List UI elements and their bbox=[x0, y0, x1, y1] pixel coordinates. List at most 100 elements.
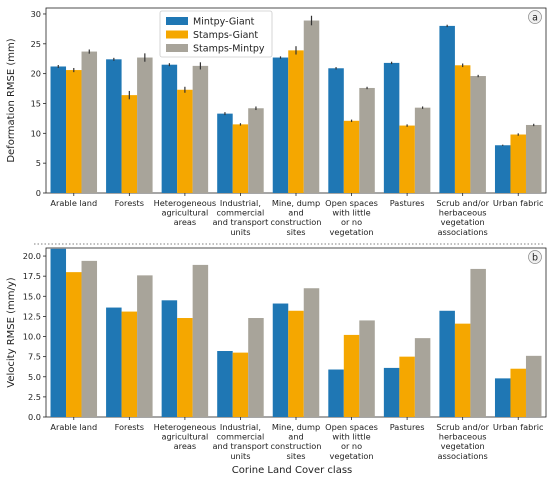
bar bbox=[66, 70, 82, 193]
bar bbox=[232, 352, 249, 417]
category-label-line: Arable land bbox=[50, 422, 97, 432]
category-label-line: associations bbox=[438, 227, 488, 237]
bar bbox=[328, 369, 344, 417]
bar bbox=[137, 57, 153, 193]
y-tick-label: 10.0 bbox=[23, 332, 41, 342]
category-label-line: and bbox=[288, 432, 303, 442]
bar bbox=[232, 124, 249, 193]
category-label-line: agricultural bbox=[161, 432, 208, 442]
y-tick-label: 5 bbox=[36, 158, 41, 168]
category-label: Mine, dump and construction sites bbox=[271, 422, 322, 461]
category-label-line: Mine, dump bbox=[272, 198, 320, 208]
legend: Mintpy-Giant Stamps-Giant Stamps-Mintpy bbox=[159, 10, 273, 58]
bar bbox=[272, 57, 289, 193]
panel-label: b bbox=[532, 252, 538, 263]
category-label-line: Arable land bbox=[50, 198, 97, 208]
legend-swatch bbox=[166, 30, 188, 39]
y-tick-label: 15 bbox=[31, 98, 41, 108]
bar bbox=[470, 268, 486, 417]
category-label-line: construction bbox=[271, 441, 322, 451]
y-tick-label: 30 bbox=[31, 9, 41, 19]
category-label-line: or no bbox=[341, 441, 362, 451]
category-label: Scrub and/or herbaceous vegetation associat… bbox=[436, 198, 489, 237]
category-label-line: units bbox=[230, 451, 250, 461]
category-label-line: Heterogeneous bbox=[154, 198, 217, 208]
bar bbox=[177, 318, 193, 417]
panel-label: a bbox=[532, 12, 538, 23]
bar bbox=[328, 68, 344, 193]
bar bbox=[66, 272, 82, 417]
category-label: Pastures bbox=[390, 198, 425, 208]
category-label: Mine, dump and construction sites bbox=[271, 198, 322, 237]
category-label-line: sites bbox=[286, 227, 305, 237]
category-label-line: and bbox=[288, 208, 303, 218]
y-tick-label: 15.0 bbox=[23, 291, 41, 301]
category-label: Industrial, commercial and transport units bbox=[213, 198, 270, 237]
category-label-line: Open spaces bbox=[325, 198, 378, 208]
bar bbox=[177, 89, 193, 193]
bar bbox=[454, 323, 471, 417]
category-label-line: Scrub and/or bbox=[436, 422, 489, 432]
category-label-line: Pastures bbox=[390, 198, 425, 208]
category-label-line: commercial bbox=[217, 208, 265, 218]
category-label: Open spaces with little or no vegetation bbox=[325, 422, 378, 461]
category-label-line: Forests bbox=[115, 422, 144, 432]
bar bbox=[399, 125, 415, 193]
x-axis-title: Corine Land Cover class bbox=[232, 465, 353, 476]
category-label: Heterogeneous agricultural areas bbox=[154, 198, 217, 227]
bar bbox=[50, 248, 67, 417]
y-tick-label: 5.0 bbox=[28, 372, 41, 382]
bar bbox=[439, 25, 455, 193]
category-label-line: Urban fabric bbox=[493, 198, 544, 208]
category-label-line: Mine, dump bbox=[272, 422, 320, 432]
category-label-line: with little bbox=[332, 432, 370, 442]
bar bbox=[383, 367, 400, 417]
bar bbox=[399, 356, 415, 417]
category-label-line: Heterogeneous bbox=[154, 422, 217, 432]
category-label: Urban fabric bbox=[493, 422, 544, 432]
category-label-line: commercial bbox=[217, 432, 265, 442]
y-tick-label: 20 bbox=[31, 69, 41, 79]
panel-badge bbox=[528, 10, 542, 24]
y-tick-label: 25 bbox=[31, 39, 41, 49]
y-axis-title: Velocity RMSE (mm/y) bbox=[6, 277, 17, 387]
category-label-line: Urban fabric bbox=[493, 422, 544, 432]
category-label-line: areas bbox=[174, 441, 197, 451]
category-label-line: areas bbox=[174, 217, 197, 227]
y-tick-label: 7.5 bbox=[28, 352, 41, 362]
bar bbox=[50, 66, 67, 193]
y-tick-label: 20.0 bbox=[23, 251, 41, 261]
bar bbox=[525, 355, 542, 417]
category-label: Scrub and/or herbaceous vegetation associat… bbox=[436, 422, 489, 461]
y-tick-label: 0.0 bbox=[28, 412, 41, 422]
category-label-line: Industrial, bbox=[220, 198, 261, 208]
category-label-line: and transport bbox=[213, 217, 270, 227]
bar bbox=[217, 113, 233, 193]
bar bbox=[217, 351, 233, 417]
category-label: Forests bbox=[115, 198, 144, 208]
bar bbox=[161, 64, 178, 194]
category-label-line: Scrub and/or bbox=[436, 198, 489, 208]
bar bbox=[106, 59, 122, 193]
category-label-line: sites bbox=[286, 451, 305, 461]
category-label-line: herbaceous bbox=[439, 208, 487, 218]
bar bbox=[510, 368, 526, 417]
category-label-line: construction bbox=[271, 217, 322, 227]
bar bbox=[248, 108, 264, 193]
bar bbox=[525, 124, 542, 193]
bar bbox=[121, 95, 138, 193]
bar bbox=[343, 334, 360, 417]
bar bbox=[303, 288, 320, 417]
category-label-line: units bbox=[230, 227, 250, 237]
bar bbox=[303, 20, 320, 193]
bar bbox=[137, 275, 153, 417]
legend-swatch bbox=[166, 17, 188, 25]
bar bbox=[81, 51, 98, 194]
legend-swatch bbox=[166, 44, 188, 52]
category-label-line: or no bbox=[341, 217, 362, 227]
bar bbox=[288, 50, 304, 193]
category-label: Arable land bbox=[50, 198, 97, 208]
category-label-line: with little bbox=[332, 208, 370, 218]
category-label-line: vegetation bbox=[441, 217, 485, 227]
panel-b: 0.0 2.5 5.0 7.5 10.0 12.5 15.0 17.5 20.0 Velocity… bbox=[6, 247, 547, 461]
